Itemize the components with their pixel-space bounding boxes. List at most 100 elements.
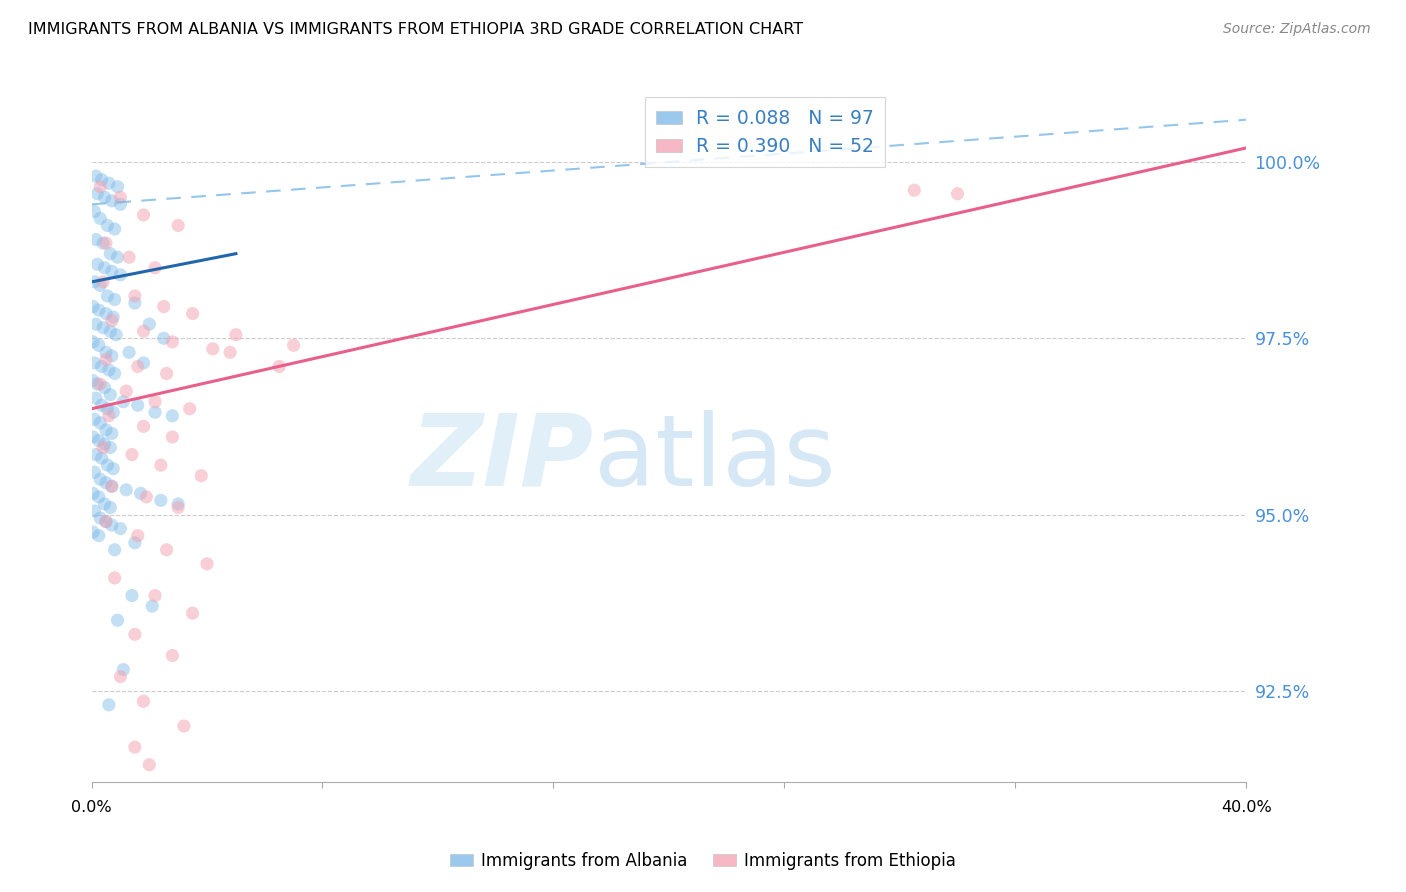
Point: [100, 479, 122, 493]
Point: [104, 367, 127, 381]
Point: [94, 236, 117, 251]
Point: [82, 334, 104, 349]
Point: [132, 208, 155, 222]
Point: [90, 359, 112, 374]
Point: [103, 405, 125, 419]
Point: [115, 384, 138, 399]
Point: [93, 437, 115, 451]
Point: [94, 345, 117, 359]
Point: [105, 327, 128, 342]
Point: [82, 430, 104, 444]
Point: [124, 535, 146, 549]
Point: [283, 338, 305, 352]
Point: [100, 349, 122, 363]
Point: [100, 264, 122, 278]
Point: [96, 458, 118, 472]
Point: [91, 275, 114, 289]
Point: [155, 367, 177, 381]
Point: [179, 401, 201, 416]
Point: [132, 694, 155, 708]
Point: [93, 497, 115, 511]
Point: [124, 627, 146, 641]
Point: [83, 465, 105, 479]
Point: [104, 222, 127, 236]
Point: [89, 211, 111, 226]
Point: [903, 183, 925, 197]
Point: [162, 430, 184, 444]
Point: [103, 310, 125, 325]
Point: [219, 345, 242, 359]
Point: [132, 324, 155, 338]
Point: [84, 391, 107, 405]
Point: [103, 461, 125, 475]
Point: [167, 219, 190, 233]
Point: [162, 648, 184, 663]
Point: [94, 475, 117, 490]
Point: [83, 275, 105, 289]
Point: [93, 260, 115, 275]
Point: [127, 398, 149, 412]
Point: [91, 320, 114, 334]
Point: [225, 327, 247, 342]
Point: [107, 179, 129, 194]
Point: [121, 448, 143, 462]
Point: [104, 571, 127, 585]
Point: [181, 606, 204, 620]
Text: Source: ZipAtlas.com: Source: ZipAtlas.com: [1223, 22, 1371, 37]
Point: [82, 486, 104, 500]
Point: [90, 398, 112, 412]
Point: [152, 300, 174, 314]
Point: [86, 186, 108, 201]
Point: [89, 416, 111, 430]
Legend: R = 0.088   N = 97, R = 0.390   N = 52: R = 0.088 N = 97, R = 0.390 N = 52: [645, 97, 884, 168]
Point: [89, 377, 111, 392]
Point: [91, 236, 114, 251]
Point: [201, 342, 224, 356]
Point: [110, 190, 132, 204]
Point: [100, 518, 122, 533]
Point: [87, 490, 110, 504]
Point: [83, 356, 105, 370]
Point: [100, 194, 122, 208]
Point: [97, 409, 120, 423]
Point: [121, 589, 143, 603]
Point: [104, 293, 127, 307]
Point: [138, 757, 160, 772]
Point: [129, 486, 152, 500]
Point: [124, 296, 146, 310]
Point: [84, 169, 107, 183]
Point: [269, 359, 291, 374]
Point: [138, 317, 160, 331]
Point: [89, 278, 111, 293]
Point: [195, 557, 218, 571]
Text: IMMIGRANTS FROM ALBANIA VS IMMIGRANTS FROM ETHIOPIA 3RD GRADE CORRELATION CHART: IMMIGRANTS FROM ALBANIA VS IMMIGRANTS FR…: [28, 22, 803, 37]
Point: [162, 409, 184, 423]
Text: atlas: atlas: [593, 409, 835, 507]
Point: [132, 419, 155, 434]
Point: [82, 525, 104, 540]
Point: [167, 500, 190, 515]
Point: [96, 219, 118, 233]
Point: [93, 190, 115, 204]
Point: [100, 426, 122, 441]
Point: [127, 529, 149, 543]
Point: [94, 352, 117, 367]
Point: [107, 250, 129, 264]
Point: [173, 719, 195, 733]
Point: [94, 307, 117, 321]
Point: [87, 303, 110, 318]
Point: [98, 387, 121, 401]
Point: [83, 204, 105, 219]
Point: [190, 468, 212, 483]
Point: [98, 324, 121, 338]
Point: [110, 197, 132, 211]
Point: [87, 434, 110, 448]
Point: [141, 599, 163, 614]
Point: [84, 448, 107, 462]
Point: [89, 511, 111, 525]
Point: [91, 441, 114, 455]
Point: [86, 377, 108, 392]
Point: [155, 542, 177, 557]
Point: [97, 176, 120, 190]
Point: [98, 500, 121, 515]
